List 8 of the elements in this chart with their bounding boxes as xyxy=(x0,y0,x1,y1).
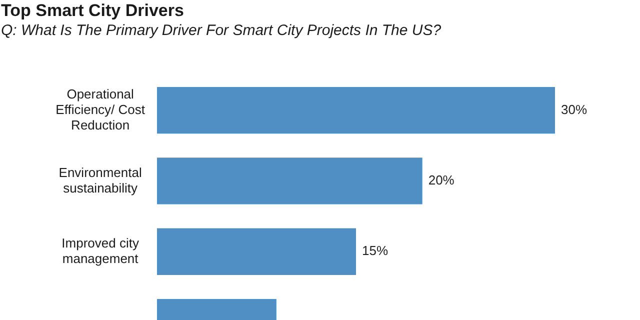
data-label: 15% xyxy=(362,243,388,258)
y-tick-label: Operational Efficiency/ Cost Reduction xyxy=(56,86,146,133)
chart-subtitle: Q: What Is The Primary Driver For Smart City Projects In The US? xyxy=(1,22,442,39)
chart-title: Top Smart City Drivers xyxy=(1,1,184,21)
y-tick-label: Environmental sustainability xyxy=(58,164,142,196)
data-label: 20% xyxy=(428,172,455,188)
y-tick-label: Improved city management xyxy=(62,235,140,266)
data-label: 30% xyxy=(561,102,588,117)
